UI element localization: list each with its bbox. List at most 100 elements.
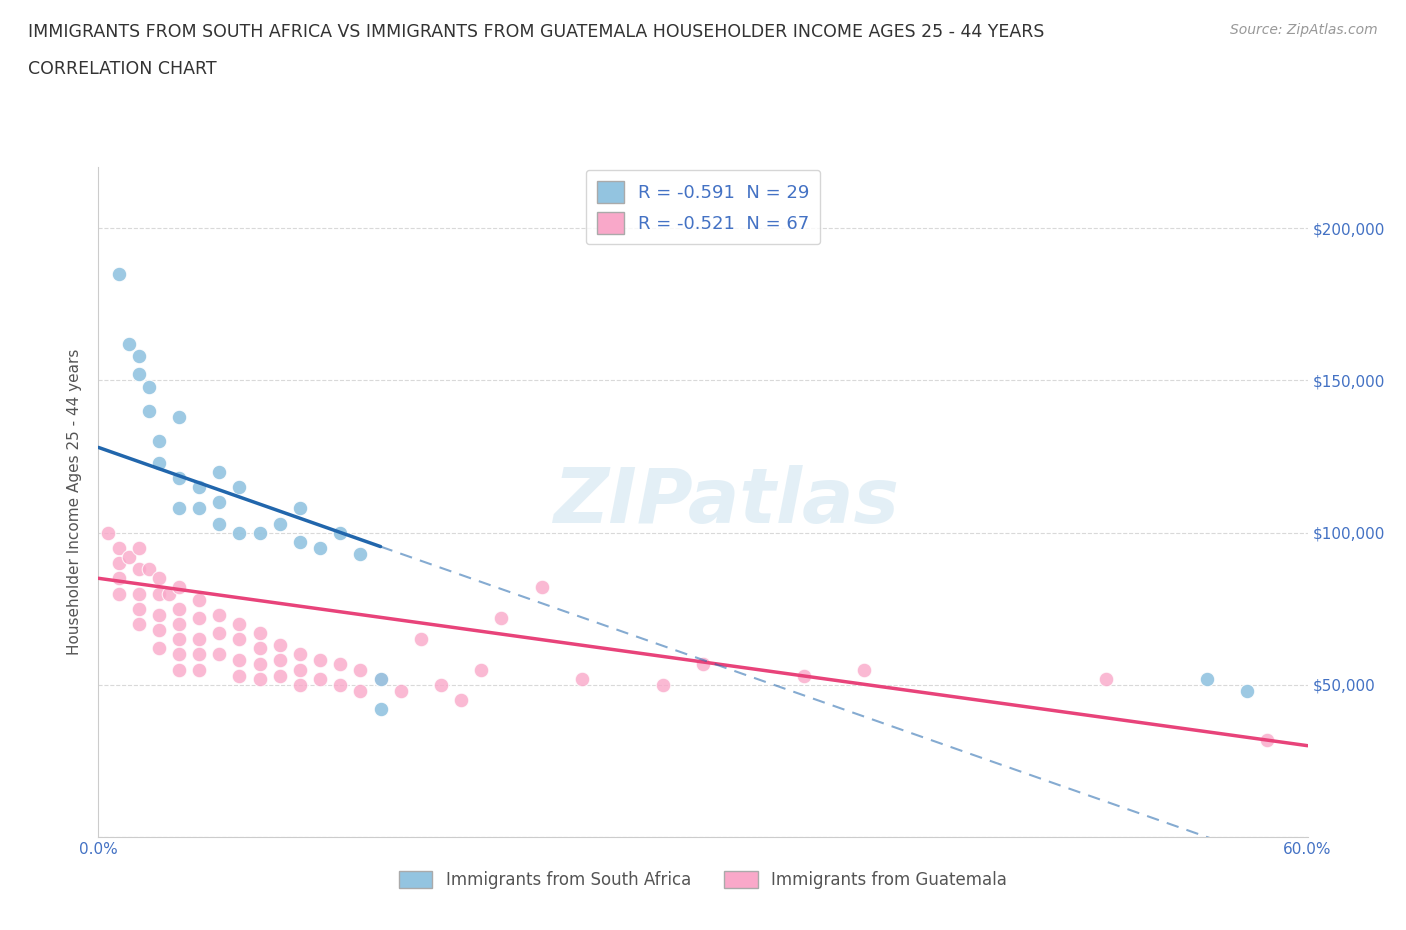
Point [470,662,492,677]
Point [249,641,271,656]
Point [269,638,291,653]
Point [188,480,211,495]
Point [249,671,271,686]
Text: ZIPatlas: ZIPatlas [554,465,900,539]
Point [167,662,190,677]
Point [793,669,815,684]
Point [409,631,432,646]
Point [167,580,190,595]
Point [491,610,513,625]
Point [107,267,129,282]
Point [349,547,371,562]
Point [228,617,250,631]
Point [128,602,150,617]
Point [148,622,170,637]
Point [853,662,876,677]
Point [329,656,352,671]
Point [370,702,392,717]
Point [188,592,211,607]
Point [349,662,371,677]
Point [167,617,190,631]
Point [288,647,311,662]
Point [167,647,190,662]
Point [107,555,129,570]
Point [370,671,392,686]
Point [188,501,211,516]
Point [148,586,170,601]
Point [148,641,170,656]
Point [370,671,392,686]
Legend: Immigrants from South Africa, Immigrants from Guatemala: Immigrants from South Africa, Immigrants… [392,864,1014,896]
Point [288,677,311,692]
Point [148,434,170,449]
Point [148,607,170,622]
Text: Source: ZipAtlas.com: Source: ZipAtlas.com [1230,23,1378,37]
Point [208,647,231,662]
Point [228,669,250,684]
Point [389,684,412,698]
Point [208,626,231,641]
Point [1095,671,1118,686]
Point [1236,684,1258,698]
Point [309,540,332,555]
Point [167,631,190,646]
Point [651,677,673,692]
Point [349,684,371,698]
Point [329,677,352,692]
Point [329,525,352,540]
Point [167,602,190,617]
Point [228,631,250,646]
Point [288,662,311,677]
Point [118,337,141,352]
Point [128,540,150,555]
Point [269,669,291,684]
Text: CORRELATION CHART: CORRELATION CHART [28,60,217,78]
Point [249,525,271,540]
Point [128,562,150,577]
Point [138,379,160,394]
Point [188,631,211,646]
Point [188,647,211,662]
Point [148,571,170,586]
Point [309,653,332,668]
Point [208,516,231,531]
Point [450,693,472,708]
Point [138,562,160,577]
Y-axis label: Householder Income Ages 25 - 44 years: Householder Income Ages 25 - 44 years [67,349,83,656]
Point [128,367,150,382]
Point [571,671,593,686]
Point [138,404,160,418]
Point [148,455,170,470]
Point [208,464,231,479]
Point [269,653,291,668]
Point [1256,732,1278,747]
Point [269,516,291,531]
Point [288,535,311,550]
Point [208,495,231,510]
Point [228,480,250,495]
Point [1195,671,1218,686]
Point [188,610,211,625]
Point [228,653,250,668]
Point [107,586,129,601]
Point [309,671,332,686]
Point [530,580,553,595]
Point [107,540,129,555]
Point [249,656,271,671]
Point [249,626,271,641]
Point [208,607,231,622]
Point [692,656,714,671]
Point [157,586,180,601]
Point [128,586,150,601]
Point [228,525,250,540]
Point [167,501,190,516]
Point [107,571,129,586]
Point [430,677,453,692]
Point [128,617,150,631]
Point [118,550,141,565]
Point [167,471,190,485]
Point [188,662,211,677]
Point [167,409,190,424]
Point [288,501,311,516]
Text: IMMIGRANTS FROM SOUTH AFRICA VS IMMIGRANTS FROM GUATEMALA HOUSEHOLDER INCOME AGE: IMMIGRANTS FROM SOUTH AFRICA VS IMMIGRAN… [28,23,1045,41]
